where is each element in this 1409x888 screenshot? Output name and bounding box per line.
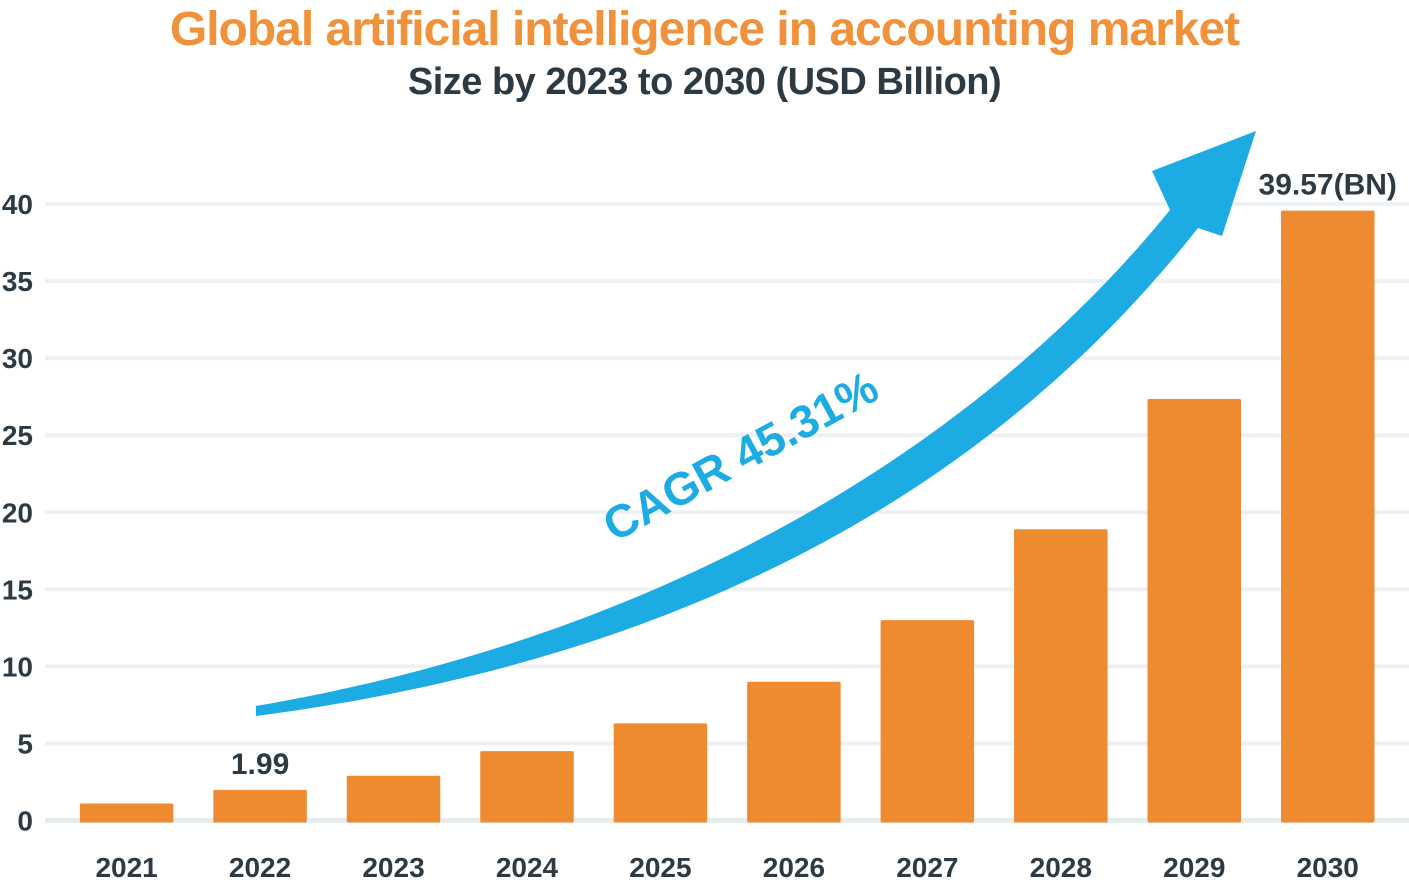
x-tick-label-2029: 2029 [1163,852,1225,883]
x-tick-label-2022: 2022 [229,852,291,883]
x-axis-labels: 2021 2022 2023 2024 2025 2026 2027 2028 2029 2030 [95,852,1358,883]
y-tick-label-15: 15 [2,574,33,605]
bar-2029 [1147,398,1242,823]
x-tick-label-2027: 2027 [896,852,958,883]
bar-2027 [880,620,975,823]
y-tick-label-30: 30 [2,343,33,374]
x-tick-label-2025: 2025 [629,852,691,883]
y-tick-label-25: 25 [2,420,33,451]
bar-value-labels: 1.99 39.57(BN) [231,169,1397,781]
y-tick-label-10: 10 [2,651,33,682]
bar-2025 [613,723,708,823]
x-tick-label-2021: 2021 [95,852,157,883]
bar-2030 [1280,210,1375,823]
bar-2028 [1014,529,1108,823]
x-tick-label-2024: 2024 [496,852,559,883]
bar-value-label-2022: 1.99 [231,748,289,781]
bar-2023 [346,775,441,823]
bar-2024 [480,751,574,823]
chart-title: Global artificial intelligence in accoun… [169,3,1240,56]
bars [79,210,1375,823]
bar-value-label-2030: 39.57(BN) [1259,169,1397,202]
bar-2021 [79,803,174,823]
y-tick-label-20: 20 [2,497,33,528]
y-axis-labels: 0 5 10 15 20 25 30 35 40 [2,189,33,837]
chart-subtitle: Size by 2023 to 2030 (USD Billion) [407,61,1002,103]
x-tick-label-2023: 2023 [362,852,424,883]
y-tick-label-35: 35 [2,266,33,297]
y-tick-label-5: 5 [17,728,33,759]
x-tick-label-2028: 2028 [1030,852,1092,883]
y-tick-label-0: 0 [17,806,33,837]
x-tick-label-2026: 2026 [763,852,825,883]
bar-2026 [747,681,841,823]
y-tick-label-40: 40 [2,189,33,220]
bar-2022 [213,789,307,823]
x-tick-label-2030: 2030 [1297,852,1359,883]
